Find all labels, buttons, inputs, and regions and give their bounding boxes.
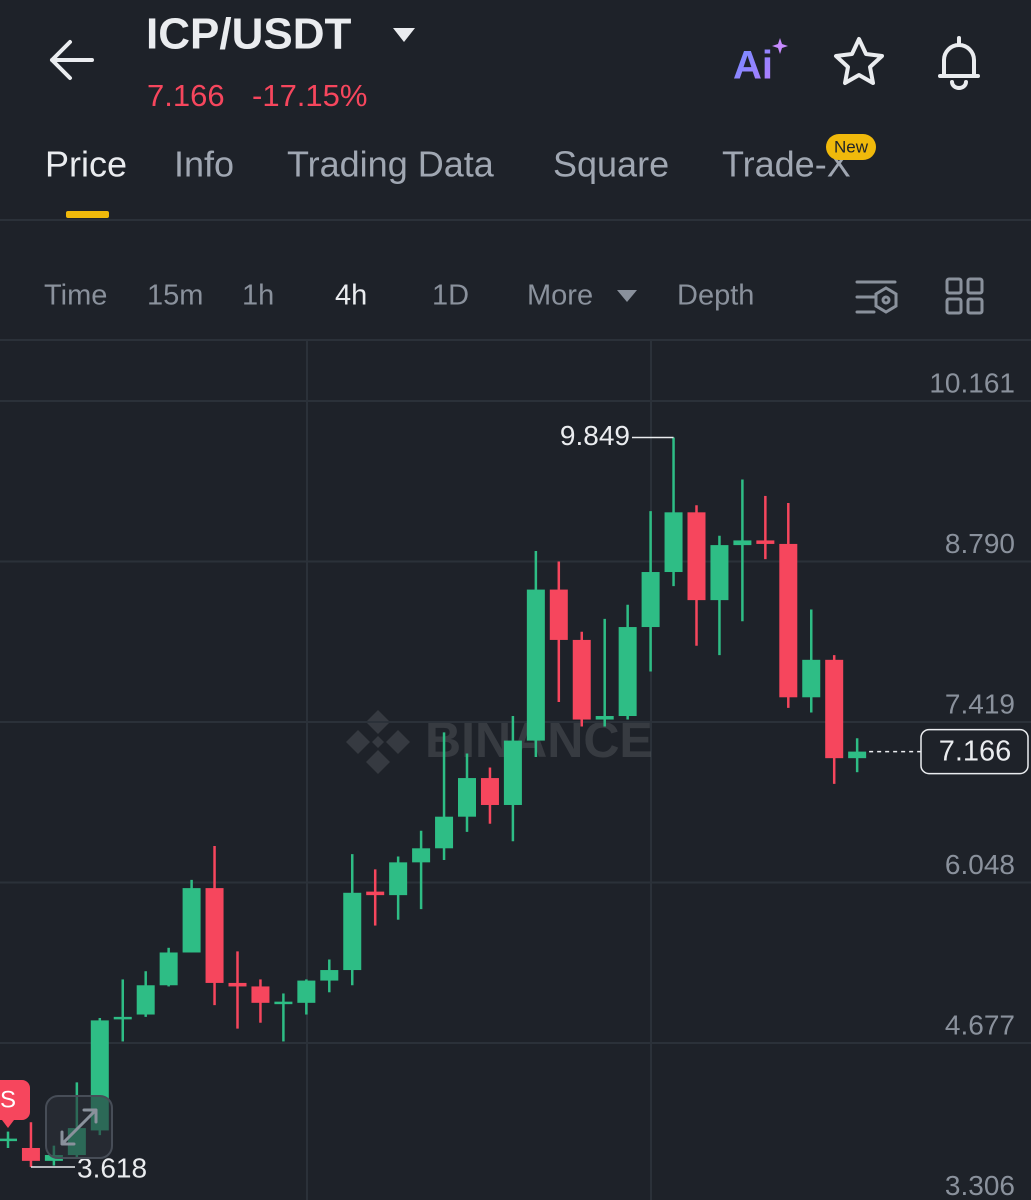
- candlestick-chart: BINANCE10.1618.7907.4196.0484.6773.3069.…: [0, 367, 1031, 1200]
- indicator-settings[interactable]: [855, 280, 898, 314]
- last-price-box: [920, 728, 1029, 775]
- candle-body: [274, 1001, 293, 1005]
- tab-indicator: [66, 211, 109, 218]
- candle-body: [825, 659, 844, 759]
- last-price: 7.166: [147, 78, 225, 113]
- sell-marker: S: [0, 1086, 16, 1113]
- y-tick-label: 3.306: [945, 1170, 1015, 1200]
- alert-button[interactable]: [938, 36, 980, 90]
- new-badge: [826, 134, 876, 160]
- candle-body: [366, 891, 385, 896]
- back-button[interactable]: [50, 40, 94, 80]
- ai-sparkle: [772, 38, 788, 54]
- candle-body: [320, 970, 339, 981]
- y-tick-label: 6.048: [945, 849, 1015, 880]
- candle-body: [480, 778, 499, 805]
- high-label: 9.849: [560, 420, 630, 451]
- candle-body: [572, 639, 591, 720]
- candle-body: [458, 778, 476, 817]
- interval[interactable]: 1D: [432, 280, 469, 312]
- y-tick-label: 4.677: [945, 1009, 1015, 1040]
- interval[interactable]: 15m: [147, 280, 203, 312]
- interval[interactable]: Depth: [677, 280, 754, 312]
- watermark-logo: [346, 710, 410, 774]
- expand-button[interactable]: [45, 1095, 113, 1159]
- candle-body: [136, 985, 155, 1015]
- sell-marker-bubble: [0, 1080, 30, 1128]
- layout-button[interactable]: [945, 277, 984, 315]
- candle-body: [251, 986, 270, 1003]
- candle-body: [21, 1147, 40, 1161]
- candle-body: [756, 540, 775, 544]
- new-badge-text: New: [834, 137, 869, 156]
- candle-body: [182, 888, 201, 953]
- candle-body: [664, 512, 683, 573]
- last-price-label: 7.166: [939, 735, 1012, 767]
- candle-body: [503, 740, 522, 805]
- pair-dropdown[interactable]: [393, 28, 415, 42]
- favorite-button[interactable]: [834, 37, 884, 85]
- tab[interactable]: Info: [174, 144, 234, 185]
- tab[interactable]: Price: [45, 144, 127, 185]
- y-tick-label: 8.790: [945, 528, 1015, 559]
- candle-body: [228, 982, 247, 987]
- tab[interactable]: Square: [553, 144, 669, 185]
- interval[interactable]: 1h: [242, 280, 274, 312]
- candle-body: [595, 716, 614, 720]
- candle-body: [0, 1138, 17, 1142]
- tab[interactable]: Trading Data: [287, 144, 495, 185]
- candle-body: [802, 659, 821, 698]
- y-tick-label: 10.161: [929, 367, 1015, 398]
- candle-body: [113, 1016, 132, 1020]
- candle-body: [205, 888, 224, 983]
- y-tick-label: 7.419: [945, 688, 1015, 719]
- candle-body: [710, 545, 729, 601]
- candle-body: [343, 892, 362, 971]
- pair-title[interactable]: ICP/USDT: [146, 10, 351, 59]
- interval[interactable]: 4h: [335, 280, 367, 312]
- candle-body: [297, 980, 316, 1003]
- candle-body: [848, 751, 867, 759]
- interval[interactable]: More: [527, 280, 593, 312]
- candle-body: [549, 589, 568, 640]
- candle-body: [435, 816, 454, 849]
- candle-body: [526, 589, 545, 741]
- candle-body: [159, 952, 178, 986]
- candle-body: [618, 627, 637, 717]
- candle-body: [779, 543, 798, 698]
- candle-body: [687, 512, 706, 601]
- more-dropdown[interactable]: [617, 290, 637, 302]
- price-change: -17.15%: [252, 78, 367, 113]
- candle-body: [389, 862, 408, 896]
- candle-body: [412, 848, 431, 863]
- ai-button[interactable]: Ai: [733, 44, 773, 88]
- interval[interactable]: Time: [44, 280, 107, 312]
- candle-body: [733, 540, 752, 546]
- candle-body: [641, 572, 660, 628]
